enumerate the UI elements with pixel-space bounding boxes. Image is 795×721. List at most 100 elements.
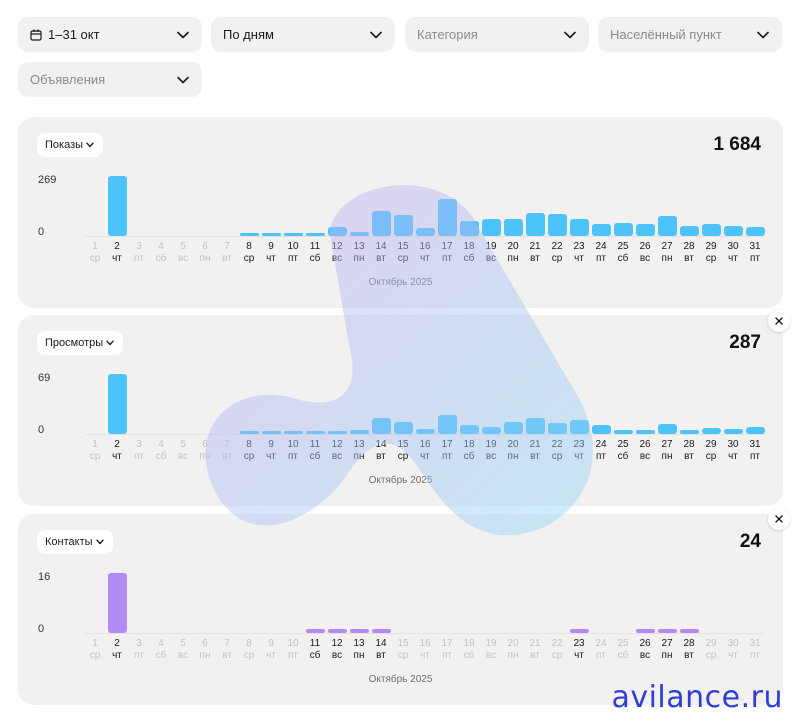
day-number: 20 — [507, 638, 519, 649]
bar-day-24[interactable] — [591, 425, 611, 434]
bar-day-11[interactable] — [305, 431, 325, 434]
period-filter[interactable]: 1–31 окт — [18, 17, 202, 52]
bar-day-19[interactable] — [481, 427, 501, 434]
bar-day-12[interactable] — [327, 227, 347, 236]
bar-day-15[interactable] — [393, 214, 413, 236]
bar-day-26[interactable] — [635, 629, 655, 633]
bar-day-13[interactable] — [349, 629, 369, 633]
bar-day-27[interactable] — [657, 629, 677, 633]
bar-day-30[interactable] — [723, 428, 743, 434]
bar-day-15[interactable] — [393, 421, 413, 434]
day-number: 27 — [661, 638, 673, 649]
day-weekday: пт — [596, 253, 606, 264]
day-number: 2 — [114, 439, 120, 450]
bar-day-26[interactable] — [635, 223, 655, 236]
bar-day-12[interactable] — [327, 431, 347, 434]
day-weekday: вс — [485, 451, 497, 462]
bar-day-24[interactable] — [591, 223, 611, 236]
day-weekday: пт — [442, 451, 452, 462]
bar-day-27[interactable] — [657, 423, 677, 434]
day-weekday: чт — [112, 451, 122, 462]
close-views-button[interactable] — [768, 310, 790, 332]
y-max-label: 69 — [38, 372, 51, 384]
bar-day-27[interactable] — [657, 216, 677, 236]
bar-day-8[interactable] — [239, 431, 259, 434]
day-number: 17 — [441, 439, 453, 450]
close-contacts-button[interactable] — [768, 508, 790, 530]
bar-day-23[interactable] — [569, 420, 589, 434]
bar-day-14[interactable] — [371, 629, 391, 633]
metric-select-button[interactable]: Просмотры — [37, 331, 124, 355]
bar-day-16[interactable] — [415, 428, 435, 434]
location-filter[interactable]: Населённый пункт — [598, 17, 782, 52]
bar-day-18[interactable] — [459, 425, 479, 434]
bar-day-19[interactable] — [481, 218, 501, 236]
bar-day-20[interactable] — [503, 219, 523, 236]
bar-day-25[interactable] — [613, 223, 633, 236]
bar-day-14[interactable] — [371, 211, 391, 236]
bar-day-18[interactable] — [459, 220, 479, 236]
bar-day-21[interactable] — [525, 212, 545, 236]
day-weekday: вт — [222, 253, 232, 264]
bar-day-22[interactable] — [547, 214, 567, 236]
bar-day-31[interactable] — [745, 427, 765, 434]
bar-day-28[interactable] — [679, 629, 699, 633]
bar-day-17[interactable] — [437, 199, 457, 236]
bar-day-2[interactable] — [107, 176, 127, 236]
day-number: 12 — [331, 638, 343, 649]
bar-day-2[interactable] — [107, 374, 127, 434]
day-weekday: пн — [199, 253, 211, 264]
bar-day-13[interactable] — [349, 429, 369, 434]
day-label-29: 29 ср — [700, 439, 722, 463]
bar-day-28[interactable] — [679, 225, 699, 236]
day-weekday: пн — [507, 253, 519, 264]
close-icon — [775, 510, 783, 528]
views-card: Просмотры 287 69 0 1 ср 2 чт 3 пт 4 сб 5 вс 6 пн 7 вт… — [18, 315, 783, 506]
day-number: 25 — [617, 439, 629, 450]
bar-day-17[interactable] — [437, 414, 457, 434]
bar-day-9[interactable] — [261, 431, 281, 434]
bar-day-22[interactable] — [547, 422, 567, 434]
metric-select-button[interactable]: Показы — [37, 133, 104, 157]
bar-day-26[interactable] — [635, 429, 655, 434]
category-filter[interactable]: Категория — [405, 17, 589, 52]
bar-day-25[interactable] — [613, 429, 633, 434]
bar-day-8[interactable] — [239, 233, 259, 236]
day-weekday: вт — [376, 451, 386, 462]
day-number: 17 — [441, 638, 453, 649]
day-number: 14 — [375, 439, 387, 450]
bar-day-31[interactable] — [745, 227, 765, 236]
bar-day-2[interactable] — [107, 573, 127, 633]
grouping-filter[interactable]: По дням — [211, 17, 395, 52]
bar-day-13[interactable] — [349, 231, 369, 236]
bar-day-10[interactable] — [283, 233, 303, 236]
day-weekday: сб — [309, 253, 321, 264]
bar-day-23[interactable] — [569, 219, 589, 236]
day-label-8: 8 ср — [238, 439, 260, 463]
bar-day-23[interactable] — [569, 629, 589, 633]
bar-day-28[interactable] — [679, 429, 699, 434]
bar-day-20[interactable] — [503, 421, 523, 434]
day-label-12: 12 вс — [326, 241, 348, 265]
bar-day-21[interactable] — [525, 418, 545, 434]
bar-day-11[interactable] — [305, 233, 325, 236]
chevron-down-icon — [95, 538, 105, 547]
day-label-12: 12 вс — [326, 439, 348, 463]
metric-select-label: Показы — [45, 139, 84, 151]
bar-day-10[interactable] — [283, 431, 303, 434]
bar-day-9[interactable] — [261, 233, 281, 236]
bar-day-16[interactable] — [415, 228, 435, 236]
bar-day-11[interactable] — [305, 629, 325, 633]
metric-select-button[interactable]: Контакты — [37, 530, 113, 554]
day-weekday: вс — [639, 451, 651, 462]
day-weekday: чт — [728, 253, 738, 264]
bar-day-14[interactable] — [371, 418, 391, 434]
bar-day-29[interactable] — [701, 427, 721, 434]
ads-filter[interactable]: Объявления — [18, 62, 202, 97]
baseline — [84, 236, 764, 237]
bar-day-30[interactable] — [723, 225, 743, 236]
bar-day-29[interactable] — [701, 224, 721, 236]
bar-day-12[interactable] — [327, 629, 347, 633]
day-label-24: 24 пт — [590, 638, 612, 662]
day-number: 1 — [92, 638, 98, 649]
